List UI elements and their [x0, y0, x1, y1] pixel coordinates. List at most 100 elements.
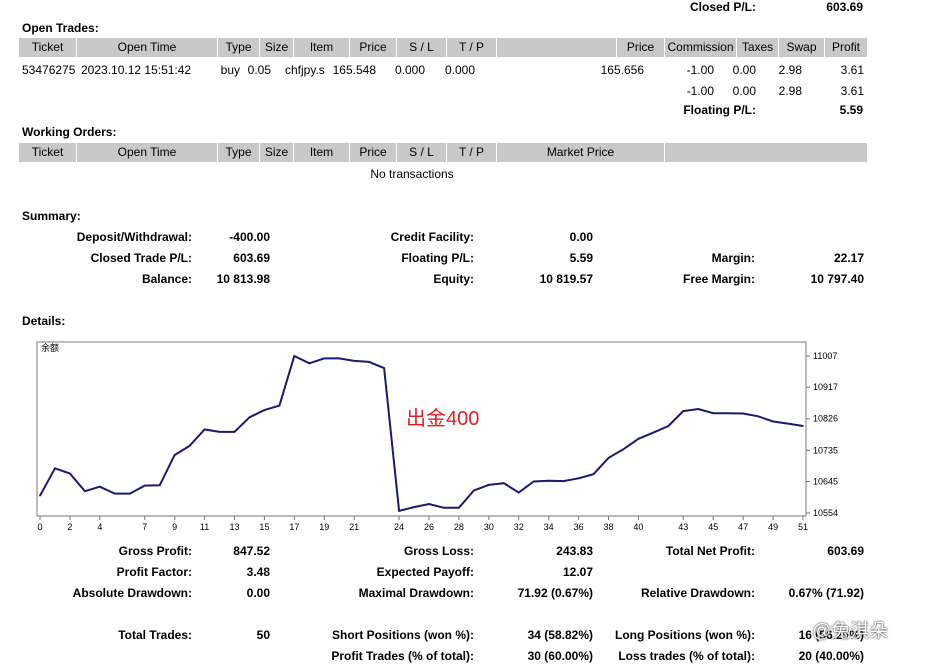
- col-close-price[interactable]: Price: [617, 38, 665, 57]
- balance-point: [114, 492, 116, 495]
- total-commission: -1.00: [686, 84, 714, 98]
- closed-trade-label: Closed Trade P/L:: [90, 251, 192, 265]
- balance-point: [218, 431, 221, 433]
- balance-point: [398, 510, 400, 512]
- col-size[interactable]: Size: [260, 38, 294, 57]
- col-blank: [497, 38, 617, 57]
- col-swap[interactable]: Swap: [779, 38, 825, 57]
- balance-point: [143, 484, 146, 487]
- wo-col-ticket[interactable]: Ticket: [19, 143, 77, 162]
- col-ticket[interactable]: Ticket: [19, 38, 77, 57]
- col-commission[interactable]: Commission: [665, 38, 737, 57]
- row-sl: 0.000: [394, 63, 425, 77]
- x-tick-label: 0: [37, 522, 42, 532]
- y-tick-label: 11007: [813, 351, 837, 361]
- balance-point: [173, 454, 176, 456]
- wo-col-type[interactable]: Type: [218, 143, 260, 162]
- balance-point: [667, 425, 670, 427]
- wo-col-size[interactable]: Size: [260, 143, 294, 162]
- balance-point: [323, 357, 326, 360]
- balance-label: Balance:: [141, 272, 192, 286]
- chart-annotation: 出金400: [406, 407, 479, 430]
- balance-point: [742, 412, 744, 415]
- y-axis: 11007 10917 10826 10735 10645 10554: [806, 351, 838, 518]
- wo-col-item[interactable]: Item: [294, 143, 350, 162]
- summary-floating-label: Floating P/L:: [401, 251, 474, 265]
- watermark-text: @兔淇朵: [812, 621, 889, 642]
- row-open-time: 2023.10.12 15:51:42: [81, 63, 192, 77]
- col-taxes[interactable]: Taxes: [737, 38, 779, 57]
- y-tick-label: 10735: [813, 445, 838, 455]
- balance-point: [607, 457, 610, 459]
- rel-drawdown-value: 0.67% (71.92): [788, 586, 864, 600]
- x-tick-label: 30: [484, 522, 494, 532]
- x-tick-label: 7: [142, 522, 147, 532]
- balance-point: [99, 485, 101, 488]
- row-type: buy: [220, 63, 240, 77]
- abs-drawdown-value: 0.00: [246, 586, 270, 600]
- wo-col-market-price[interactable]: Market Price: [497, 143, 665, 162]
- summary-title: Summary:: [22, 209, 81, 223]
- col-open-time[interactable]: Open Time: [77, 38, 218, 57]
- x-axis: 0 2 4 7 9 11 13 15 17 19 21 24 26 28 30 32 34 36 38 40 43 45 4…: [37, 516, 808, 532]
- max-drawdown-label: Maximal Drawdown:: [358, 586, 474, 600]
- balance-point: [443, 507, 445, 509]
- row-swap: 2.98: [778, 63, 802, 77]
- balance-point: [263, 409, 266, 411]
- x-tick-label: 2: [67, 522, 72, 532]
- short-positions-label: Short Positions (won %):: [332, 628, 474, 642]
- profit-factor-value: 3.48: [246, 565, 270, 579]
- row-item: chfjpy.s: [285, 63, 325, 77]
- total-net-value: 603.69: [827, 544, 864, 558]
- x-tick-label: 4: [97, 522, 102, 532]
- equity-label: Equity:: [433, 272, 474, 286]
- col-price[interactable]: Price: [350, 38, 397, 57]
- balance-point: [727, 412, 729, 414]
- balance-points: [39, 355, 804, 512]
- col-sl[interactable]: S / L: [397, 38, 447, 57]
- credit-label: Credit Facility:: [390, 230, 474, 244]
- balance-point: [458, 507, 460, 509]
- chart-plot-area: [36, 341, 807, 517]
- balance-point: [278, 404, 281, 407]
- balance-point: [562, 480, 565, 482]
- col-profit[interactable]: Profit: [831, 40, 860, 54]
- wo-col-sl[interactable]: S / L: [397, 143, 447, 162]
- gross-profit-label: Gross Profit:: [118, 544, 192, 558]
- total-net-label: Total Net Profit:: [665, 544, 755, 558]
- balance-point: [757, 415, 759, 418]
- wo-col-price[interactable]: Price: [350, 143, 397, 162]
- col-type[interactable]: Type: [218, 38, 260, 57]
- balance-point: [293, 355, 296, 357]
- x-tick-label: 15: [259, 522, 269, 532]
- details-title: Details:: [22, 314, 66, 328]
- col-tp[interactable]: T / P: [447, 38, 497, 57]
- total-trades-label: Total Trades:: [118, 628, 192, 642]
- free-margin-value: 10 797.40: [810, 272, 864, 286]
- total-swap: 2.98: [778, 84, 802, 98]
- x-tick-label: 13: [229, 522, 239, 532]
- rel-drawdown-label: Relative Drawdown:: [640, 586, 755, 600]
- balance-point: [592, 473, 595, 475]
- wo-col-tp[interactable]: T / P: [447, 143, 497, 162]
- wo-col-open-time[interactable]: Open Time: [77, 143, 218, 162]
- balance-point: [54, 467, 56, 470]
- margin-value: 22.17: [833, 251, 864, 265]
- balance-point: [802, 425, 804, 427]
- row-commission: -1.00: [686, 63, 714, 77]
- balance-point: [188, 444, 191, 447]
- credit-value: 0.00: [569, 230, 593, 244]
- x-tick-label: 28: [454, 522, 464, 532]
- col-item[interactable]: Item: [294, 38, 350, 57]
- x-tick-label: 51: [798, 522, 808, 532]
- summary-floating-value: 5.59: [569, 251, 593, 265]
- gross-loss-label: Gross Loss:: [403, 544, 474, 558]
- balance-point: [532, 480, 535, 483]
- y-tick-label: 10917: [813, 382, 838, 392]
- x-tick-label: 40: [633, 522, 643, 532]
- long-positions-value: 16 (56.25%): [798, 628, 864, 642]
- balance-point: [39, 494, 41, 497]
- abs-drawdown-label: Absolute Drawdown:: [72, 586, 192, 600]
- x-tick-label: 45: [708, 522, 718, 532]
- deposit-value: -400.00: [229, 230, 270, 244]
